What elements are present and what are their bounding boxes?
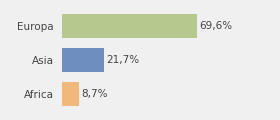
Bar xyxy=(62,14,197,38)
Text: 69,6%: 69,6% xyxy=(199,21,233,31)
Text: 8,7%: 8,7% xyxy=(81,89,107,99)
Text: 21,7%: 21,7% xyxy=(106,55,139,65)
Bar xyxy=(62,82,78,106)
Bar xyxy=(62,48,104,72)
